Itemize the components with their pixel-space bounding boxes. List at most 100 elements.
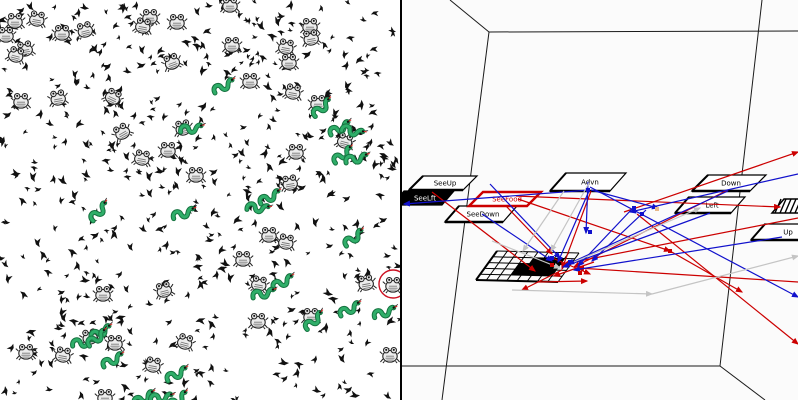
fly-sprite	[24, 187, 31, 192]
fly-sprite	[292, 368, 300, 379]
neuron-node-right-clipped[interactable]	[770, 198, 798, 214]
fly-sprite	[280, 375, 288, 383]
fly-sprite	[368, 109, 378, 116]
link-arrow-neutral	[550, 182, 590, 253]
fly-sprite	[122, 66, 132, 74]
panel-divider	[400, 0, 402, 400]
link-arrow-inhibit	[481, 213, 553, 262]
fly-sprite	[184, 108, 191, 117]
fly-sprite	[89, 320, 97, 325]
fly-sprite	[178, 155, 184, 164]
fly-sprite	[73, 8, 81, 18]
fly-sprite	[89, 46, 96, 54]
fly-sprite	[34, 238, 41, 248]
fly-sprite	[76, 119, 85, 129]
fly-sprite	[182, 377, 190, 388]
fly-sprite	[278, 156, 288, 166]
fly-sprite	[169, 250, 177, 255]
fly-sprite	[21, 61, 28, 72]
fly-sprite	[210, 134, 216, 141]
neuron-node-see-dwn[interactable]: SeeDown	[443, 205, 519, 224]
fly-sprite	[29, 172, 37, 182]
fly-sprite	[192, 368, 200, 374]
fly-sprite	[265, 72, 271, 79]
link-arrow-neutral	[511, 289, 654, 297]
fly-sprite	[82, 292, 91, 299]
fly-sprite	[320, 322, 329, 334]
frog-sprite	[153, 281, 176, 300]
fly-sprite	[290, 187, 298, 195]
frog-sprite	[0, 27, 17, 44]
fly-sprite	[51, 134, 58, 139]
snake-sprite	[257, 186, 282, 207]
frog-sprite	[142, 356, 164, 375]
fly-sprite	[112, 21, 120, 30]
fly-sprite	[157, 54, 166, 59]
fly-sprite	[360, 69, 368, 76]
fly-sprite	[392, 156, 399, 165]
fly-sprite	[266, 162, 274, 173]
fly-sprite	[201, 345, 209, 351]
fly-sprite	[244, 280, 251, 286]
fly-sprite	[111, 149, 118, 154]
fly-sprite	[276, 90, 284, 96]
fly-sprite	[390, 244, 398, 250]
fly-sprite	[195, 253, 203, 262]
fly-sprite	[317, 329, 323, 334]
fly-sprite	[282, 83, 287, 91]
link-node-marker	[640, 212, 644, 216]
snake-sprite	[148, 391, 176, 400]
fly-sprite	[231, 152, 239, 159]
fly-sprite	[209, 332, 215, 341]
fly-sprite	[300, 157, 306, 163]
link-arrow-inhibit	[489, 183, 561, 259]
world-view[interactable]	[0, 0, 400, 400]
link-node-marker	[578, 271, 582, 275]
fly-sprite	[6, 343, 14, 353]
fly-sprite	[123, 151, 130, 161]
fly-sprite	[385, 266, 392, 271]
fly-sprite	[293, 362, 304, 370]
snake-sprite	[310, 94, 332, 120]
fly-sprite	[268, 272, 278, 279]
neuron-node-down[interactable]: Down	[690, 174, 768, 193]
fly-sprite	[208, 363, 214, 373]
fly-sprite	[384, 175, 390, 181]
fly-sprite	[0, 265, 2, 271]
fly-sprite	[147, 54, 153, 61]
neuron-node-left[interactable]: Left	[673, 196, 747, 215]
world-box-edge	[488, 30, 798, 33]
fly-sprite	[362, 142, 369, 151]
fly-sprite	[262, 81, 273, 90]
fly-sprite	[345, 36, 355, 43]
fly-sprite	[18, 197, 27, 207]
fly-sprite	[302, 132, 309, 141]
frog-sprite	[74, 21, 97, 40]
fly-sprite	[195, 318, 206, 325]
fly-sprite	[195, 372, 199, 378]
fly-sprite	[77, 320, 86, 326]
fly-sprite	[175, 166, 182, 177]
fly-sprite	[386, 316, 397, 326]
fly-sprite	[203, 52, 209, 61]
neuron-node-label: SeeLft	[414, 195, 436, 203]
fly-sprite	[167, 189, 173, 196]
fly-sprite	[258, 55, 268, 63]
link-arrow-excite	[505, 205, 553, 255]
fly-sprite	[212, 177, 218, 187]
fly-sprite	[272, 372, 281, 379]
fly-sprite	[23, 129, 29, 135]
fly-sprite	[123, 175, 132, 181]
neuron-node-see-up[interactable]: SeeUp	[407, 175, 479, 192]
neuron-node-label: Down	[721, 180, 741, 188]
fly-sprite	[164, 296, 171, 304]
fly-sprite	[145, 299, 154, 306]
selected-agent-ring	[378, 269, 400, 299]
frog-sprite	[52, 346, 74, 365]
fly-sprite	[60, 312, 67, 323]
fly-sprite	[219, 257, 231, 267]
fly-sprite	[207, 380, 215, 388]
fly-sprite	[290, 293, 295, 299]
